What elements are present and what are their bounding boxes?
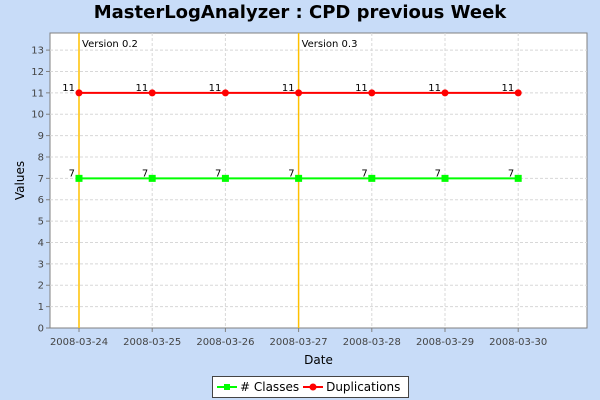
y-tick-label: 11 [31,88,44,99]
data-point [148,89,156,97]
y-tick-label: 0 [38,324,44,335]
data-point [368,89,376,97]
x-tick-label: 2008-03-26 [196,337,254,348]
data-label: 11 [355,83,368,94]
legend-swatch-duplications [303,383,324,391]
legend-label-duplications: Duplications [326,380,401,394]
y-tick-label: 5 [38,217,44,228]
version-marker-label: Version 0.2 [82,39,138,50]
y-tick-label: 13 [31,46,44,57]
data-point [221,89,229,97]
legend: # Classes Duplications [212,376,410,398]
legend-item-duplications: Duplications [303,380,400,394]
data-label: 7 [215,168,221,179]
legend-item-classes: # Classes [217,380,299,394]
y-tick-label: 2 [38,281,44,292]
x-tick-label: 2008-03-29 [416,337,474,348]
data-label: 11 [62,83,75,94]
plot-background [49,32,588,329]
chart-title: MasterLogAnalyzer : CPD previous Week [93,2,507,23]
y-tick-label: 6 [38,195,44,206]
y-tick-label: 3 [38,259,44,270]
data-point [75,89,83,97]
data-label: 11 [501,83,514,94]
data-label: 11 [282,83,295,94]
version-marker-label: Version 0.3 [302,39,358,50]
y-tick-label: 1 [38,302,44,313]
data-point [514,89,522,97]
x-tick-label: 2008-03-24 [50,337,108,348]
data-point [441,89,449,97]
y-axis-title: Values [13,161,27,200]
data-label: 7 [435,168,441,179]
data-point [75,174,83,182]
data-point [514,174,522,182]
data-point [295,174,303,182]
y-tick-label: 10 [31,110,44,121]
x-axis-title: Date [304,353,333,367]
data-label: 7 [508,168,514,179]
y-tick-label: 12 [31,67,44,78]
y-tick-label: 8 [38,152,44,163]
legend-swatch-classes [217,384,237,390]
data-label: 11 [135,83,148,94]
data-point [148,174,156,182]
x-tick-label: 2008-03-25 [123,337,181,348]
x-tick-label: 2008-03-28 [343,337,401,348]
data-label: 7 [361,168,367,179]
data-label: 7 [142,168,148,179]
y-tick-label: 7 [38,174,44,185]
data-label: 7 [69,168,75,179]
data-point [368,174,376,182]
data-point [295,89,303,97]
legend-label-classes: # Classes [240,380,300,394]
data-point [441,174,449,182]
data-point [221,174,229,182]
data-label: 11 [209,83,222,94]
data-label: 11 [428,83,441,94]
y-tick-label: 4 [38,238,44,249]
x-tick-label: 2008-03-27 [270,337,328,348]
y-tick-label: 9 [38,131,44,142]
x-tick-label: 2008-03-30 [489,337,547,348]
data-label: 7 [288,168,294,179]
